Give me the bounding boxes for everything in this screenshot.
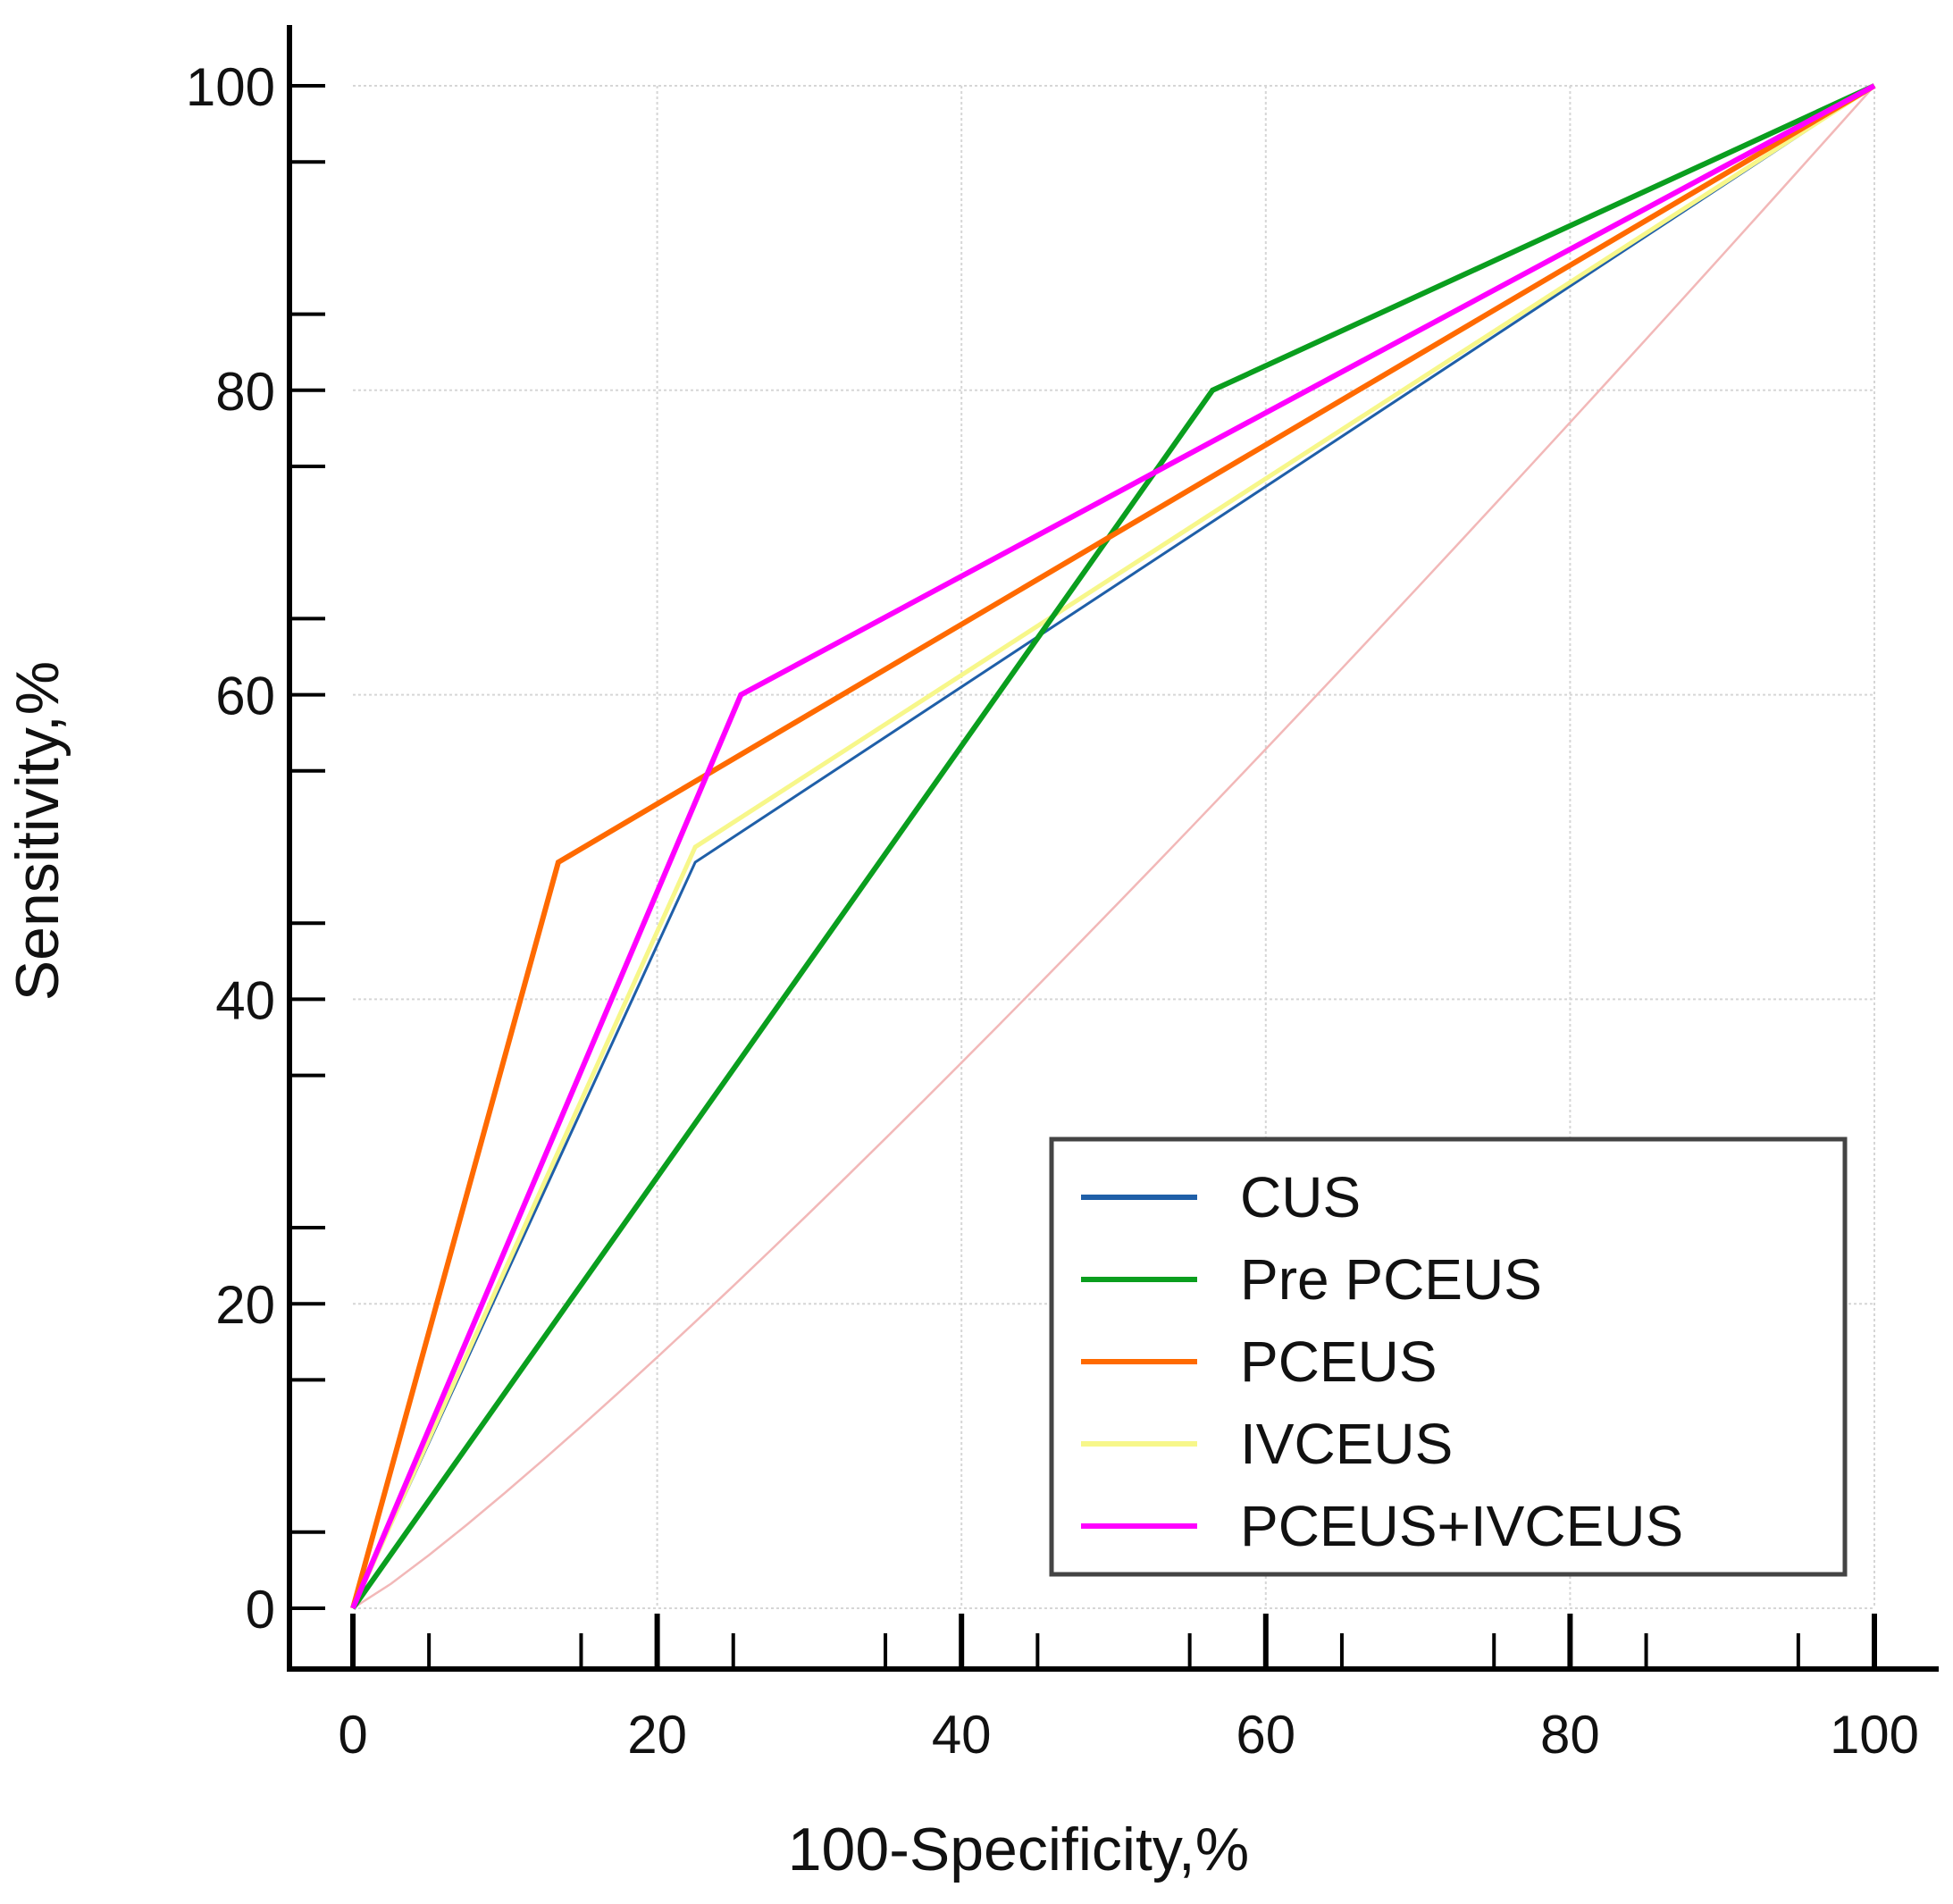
x-tick-label: 80 (1540, 1705, 1600, 1765)
y-ticks: 0 20 40 60 80 100 (186, 57, 325, 1640)
legend: CUS Pre PCEUS PCEUS IVCEUS PCEUS+IVCEUS (1049, 1137, 1848, 1577)
legend-box (1049, 1137, 1848, 1577)
reference-curve (352, 85, 1875, 1610)
legend-label-ivceus: IVCEUS (1240, 1412, 1453, 1476)
x-tick-label: 100 (1830, 1705, 1919, 1765)
y-axis-title: Sensitivity,% (4, 661, 71, 1001)
legend-label-pre-pceus: Pre PCEUS (1240, 1247, 1542, 1312)
y-tick-label: 0 (246, 1580, 275, 1640)
y-tick-label: 20 (215, 1275, 275, 1335)
reference-line (352, 85, 1875, 1610)
x-tick-label: 60 (1236, 1705, 1295, 1765)
axes (287, 25, 1939, 1672)
series-lines (350, 83, 1876, 1610)
legend-label-pceus: PCEUS (1240, 1329, 1438, 1394)
x-axis-title: 100-Specificity,% (788, 1816, 1250, 1883)
legend-label-cus: CUS (1240, 1165, 1361, 1229)
x-tick-label: 20 (627, 1705, 687, 1765)
series-line-pceus-ivceus (350, 83, 1876, 1610)
grid-lines (353, 85, 1875, 1609)
y-tick-label: 100 (186, 57, 275, 117)
y-tick-label: 80 (215, 362, 275, 422)
series-line-ivceus (350, 83, 1876, 1610)
series-line-pre-pceus (350, 83, 1876, 1610)
y-tick-label: 40 (215, 970, 275, 1030)
x-tick-label: 40 (932, 1705, 992, 1765)
y-tick-label: 60 (215, 667, 275, 726)
series-line-pceus (350, 83, 1876, 1609)
x-tick-label: 0 (338, 1705, 367, 1765)
legend-label-pceus-ivceus: PCEUS+IVCEUS (1240, 1494, 1683, 1558)
x-ticks: 0 20 40 60 80 100 (338, 1614, 1919, 1765)
